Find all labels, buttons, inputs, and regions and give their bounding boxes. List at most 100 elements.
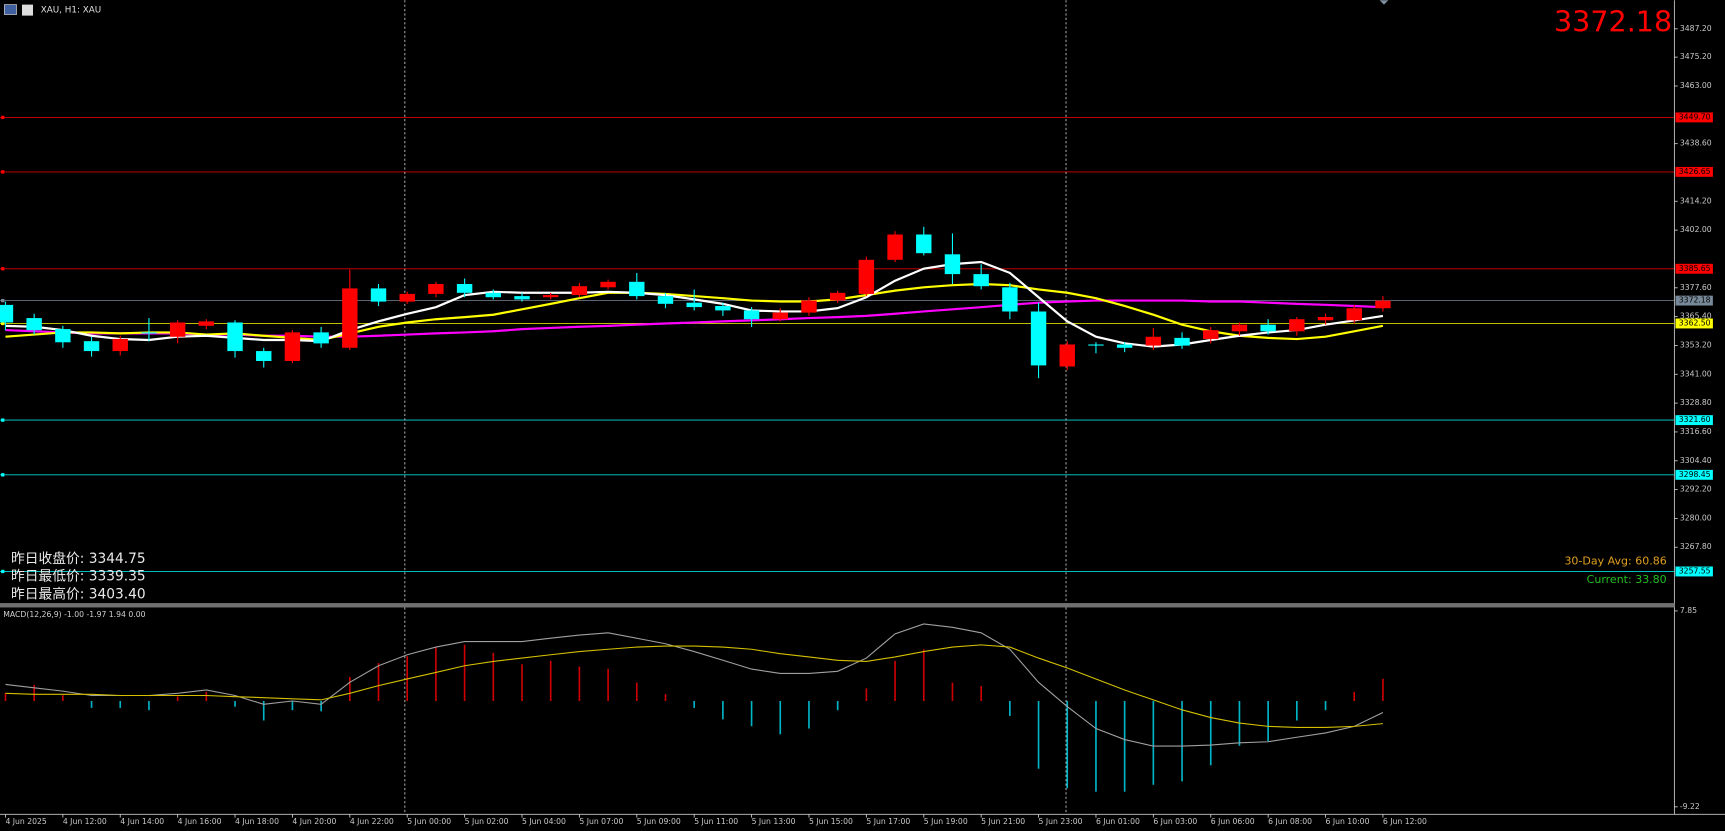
candle-body xyxy=(887,234,903,260)
y-tick-label: 3414.20 xyxy=(1680,196,1712,205)
price-level-tag xyxy=(1675,263,1713,274)
candle-body xyxy=(370,288,387,302)
candle-body xyxy=(399,293,415,302)
price-level-tag xyxy=(1675,318,1713,329)
candle-body xyxy=(1317,316,1334,321)
price-level-label: 3298.45 xyxy=(1679,470,1711,479)
y-tick-label: 3280.00 xyxy=(1680,513,1712,522)
x-tick-label: 5 Jun 23:00 xyxy=(1039,817,1083,826)
y-tick-label: 3475.20 xyxy=(1680,52,1712,61)
yesterday-close: 昨日收盘价: 3344.75 xyxy=(11,550,146,567)
price-level-label: 3362.50 xyxy=(1679,318,1711,327)
candle-body xyxy=(456,284,473,293)
price-level-label: 3372.18 xyxy=(1679,296,1711,305)
candle-body xyxy=(829,292,846,301)
x-tick-label: 4 Jun 16:00 xyxy=(178,817,222,826)
current-price: 3372.18 xyxy=(1554,4,1672,38)
price-level-label: 3426.65 xyxy=(1679,167,1711,176)
candle-body xyxy=(1174,337,1190,346)
symbol-icon xyxy=(4,4,17,15)
candle-body xyxy=(227,322,243,352)
candle-body xyxy=(141,332,157,334)
candle-body xyxy=(198,321,215,326)
x-tick-label: 5 Jun 13:00 xyxy=(752,817,796,826)
candle-body xyxy=(485,292,502,298)
price-level-label: 3449.70 xyxy=(1679,112,1711,121)
candle-body xyxy=(26,318,42,331)
y-tick-label: 3377.60 xyxy=(1680,283,1712,292)
y-tick-label: 3487.20 xyxy=(1680,24,1712,33)
y-tick-label: 7.85 xyxy=(1680,606,1697,615)
x-tick-label: 5 Jun 07:00 xyxy=(579,817,623,826)
x-tick-label: 4 Jun 2025 xyxy=(5,817,46,826)
x-tick-label: 5 Jun 15:00 xyxy=(809,817,853,826)
price-level-dot xyxy=(1,321,5,326)
y-tick-label: 3402.00 xyxy=(1680,225,1712,234)
price-level-tag xyxy=(1675,415,1713,426)
y-tick-label: -9.22 xyxy=(1680,802,1700,811)
macd-line xyxy=(5,644,1383,728)
y-tick-label: 3353.20 xyxy=(1680,340,1712,349)
price-level-tag xyxy=(1675,469,1713,480)
candle-body xyxy=(55,329,71,343)
price-level-tag xyxy=(1675,166,1713,177)
yesterday-low: 昨日最低价: 3339.35 xyxy=(11,569,146,585)
x-tick-label: 6 Jun 10:00 xyxy=(1326,817,1370,826)
x-tick-label: 6 Jun 08:00 xyxy=(1268,817,1312,826)
candle-body xyxy=(284,332,301,361)
x-tick-label: 5 Jun 09:00 xyxy=(637,817,681,826)
candle-body xyxy=(112,338,128,352)
candle-body xyxy=(1375,300,1391,309)
candle-body xyxy=(858,259,875,294)
y-tick-label: 3316.60 xyxy=(1680,427,1712,436)
candle-body xyxy=(1088,344,1104,346)
price-level-dot xyxy=(1,170,5,174)
price-level-tag xyxy=(1675,112,1713,123)
candle-body xyxy=(514,296,530,300)
candle-body xyxy=(1030,311,1047,366)
candle-body xyxy=(571,286,588,296)
candle-body xyxy=(1260,324,1276,332)
marker xyxy=(1379,0,1389,5)
volatility-average: 30-Day Avg: 60.86 xyxy=(1564,554,1666,567)
y-tick-label: 3438.60 xyxy=(1680,139,1712,148)
price-level-tag xyxy=(1675,566,1713,577)
x-tick-label: 6 Jun 06:00 xyxy=(1211,817,1255,826)
price-level-dot xyxy=(1,298,5,303)
y-tick-label: 3365.40 xyxy=(1680,312,1712,321)
y-tick-label: 3267.80 xyxy=(1680,542,1712,551)
x-tick-label: 5 Jun 02:00 xyxy=(465,817,509,826)
candle-body xyxy=(686,302,702,308)
y-tick-label: 3463.00 xyxy=(1680,81,1712,90)
candle-body xyxy=(801,300,817,313)
yesterday-high: 昨日最高价: 3403.40 xyxy=(11,585,146,602)
candle-body xyxy=(1116,344,1133,348)
price-level-dot xyxy=(1,267,5,271)
candle-body xyxy=(342,288,358,348)
x-tick-label: 4 Jun 18:00 xyxy=(235,817,279,826)
y-tick-label: 3328.80 xyxy=(1680,398,1712,407)
x-tick-label: 4 Jun 12:00 xyxy=(63,817,107,826)
x-tick-label: 5 Jun 21:00 xyxy=(981,817,1025,826)
y-tick-label: 3341.00 xyxy=(1680,369,1712,378)
price-level-label: 3385.65 xyxy=(1679,264,1711,273)
candle-body xyxy=(1346,308,1362,321)
y-tick-label: 3292.20 xyxy=(1680,485,1712,494)
x-tick-label: 5 Jun 19:00 xyxy=(924,817,968,826)
price-level-label: 3321.60 xyxy=(1679,415,1711,424)
candle-body xyxy=(313,332,329,344)
candle-body xyxy=(944,254,961,275)
panel-divider xyxy=(0,603,1675,608)
candle-body xyxy=(1002,287,1018,312)
macd-line xyxy=(5,623,1384,747)
x-tick-label: 6 Jun 03:00 xyxy=(1153,817,1197,826)
x-tick-label: 6 Jun 12:00 xyxy=(1383,817,1427,826)
candle-body xyxy=(600,281,616,288)
price-level-tag xyxy=(1675,295,1713,306)
x-tick-label: 4 Jun 14:00 xyxy=(120,817,164,826)
symbol-label: XAU, H1: XAU xyxy=(41,6,102,16)
candle-body xyxy=(973,274,989,287)
